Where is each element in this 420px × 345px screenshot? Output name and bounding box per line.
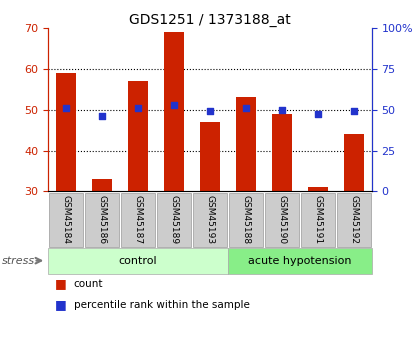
- Title: GDS1251 / 1373188_at: GDS1251 / 1373188_at: [129, 12, 291, 27]
- Point: [63, 105, 70, 111]
- Text: ■: ■: [55, 298, 66, 311]
- Text: GSM45187: GSM45187: [134, 195, 143, 245]
- Text: GSM45191: GSM45191: [313, 195, 322, 245]
- Bar: [92, 179, 112, 191]
- Bar: [344, 134, 364, 191]
- Text: GSM45186: GSM45186: [98, 195, 107, 245]
- Text: stress: stress: [2, 256, 35, 266]
- Point: [315, 112, 321, 117]
- Point: [243, 105, 249, 111]
- Text: GSM45193: GSM45193: [205, 195, 215, 245]
- Bar: [272, 114, 292, 191]
- Bar: [236, 97, 256, 191]
- Bar: [200, 122, 220, 191]
- Text: GSM45189: GSM45189: [170, 195, 178, 245]
- Point: [207, 108, 213, 114]
- Bar: [56, 73, 76, 191]
- Bar: [164, 32, 184, 191]
- Text: acute hypotension: acute hypotension: [248, 256, 352, 266]
- Text: count: count: [74, 279, 103, 289]
- Text: GSM45184: GSM45184: [62, 195, 71, 245]
- Bar: [128, 81, 148, 191]
- Point: [99, 113, 105, 119]
- Text: GSM45190: GSM45190: [277, 195, 286, 245]
- Text: GSM45192: GSM45192: [349, 195, 358, 245]
- Text: percentile rank within the sample: percentile rank within the sample: [74, 300, 249, 309]
- Text: GSM45188: GSM45188: [241, 195, 250, 245]
- Text: control: control: [119, 256, 158, 266]
- Bar: [308, 187, 328, 191]
- Point: [350, 108, 357, 114]
- Point: [278, 107, 285, 112]
- Text: ■: ■: [55, 277, 66, 290]
- Point: [171, 102, 177, 107]
- Point: [135, 105, 142, 111]
